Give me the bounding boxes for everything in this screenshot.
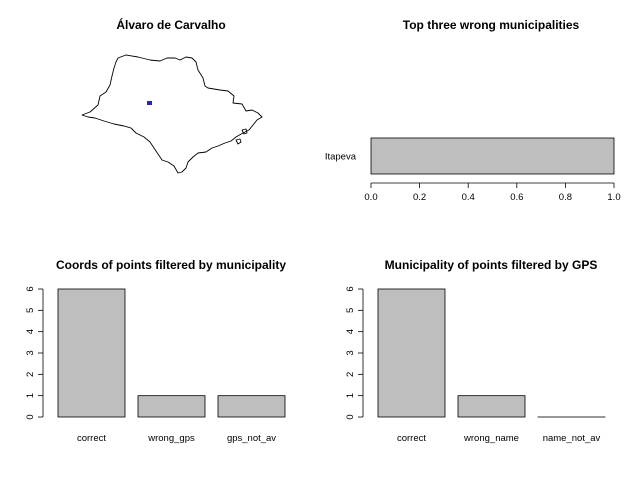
map-panel: Álvaro de Carvalho bbox=[81, 17, 263, 174]
y-tick-label: 4 bbox=[345, 329, 356, 334]
x-tick-label: 0.6 bbox=[510, 192, 523, 203]
x-tick-label: 0.4 bbox=[462, 192, 475, 203]
category-label: gps_not_av bbox=[227, 433, 276, 444]
coords-filtered-panel: Coords of points filtered by municipalit… bbox=[25, 258, 286, 444]
y-tick-label: 5 bbox=[345, 308, 356, 313]
category-label: wrong_gps bbox=[147, 433, 195, 444]
chart2-x-axis: 0.0 0.2 0.4 0.6 0.8 1.0 bbox=[364, 182, 621, 203]
bar-gps-not-av bbox=[217, 395, 286, 418]
x-tick-label: 0.0 bbox=[364, 192, 377, 203]
wrong-municipalities-panel: Top three wrong municipalities Itapeva 0… bbox=[325, 18, 621, 203]
chart4-y-axis: 0 1 2 3 4 5 6 bbox=[345, 286, 364, 420]
category-label: Itapeva bbox=[325, 152, 357, 163]
x-tick-label: 1.0 bbox=[607, 192, 620, 203]
category-label: correct bbox=[397, 433, 426, 444]
category-label: correct bbox=[77, 433, 106, 444]
gps-filtered-panel: Municipality of points filtered by GPS c… bbox=[345, 258, 606, 444]
bar-wrong-gps bbox=[137, 395, 206, 418]
chart3-title: Coords of points filtered by municipalit… bbox=[56, 258, 286, 272]
chart4-title: Municipality of points filtered by GPS bbox=[385, 258, 598, 272]
category-label: name_not_av bbox=[543, 433, 601, 444]
coastal-island-outline bbox=[241, 128, 248, 135]
y-tick-label: 1 bbox=[345, 393, 356, 398]
bar-itapeva bbox=[370, 137, 615, 175]
chart3-bars: correct wrong_gps gps_not_av bbox=[57, 288, 286, 444]
map-title: Álvaro de Carvalho bbox=[116, 17, 225, 32]
bar-correct bbox=[57, 288, 126, 418]
coastal-island-outline bbox=[235, 138, 242, 145]
bar-wrong-name bbox=[457, 395, 526, 418]
chart2-title: Top three wrong municipalities bbox=[403, 18, 580, 32]
y-tick-label: 4 bbox=[25, 329, 36, 334]
y-tick-label: 1 bbox=[25, 393, 36, 398]
y-tick-label: 6 bbox=[25, 286, 36, 291]
state-outline bbox=[81, 54, 263, 174]
chart4-bars: correct wrong_name name_not_av bbox=[377, 288, 606, 444]
y-tick-label: 0 bbox=[345, 414, 356, 419]
y-tick-label: 3 bbox=[345, 350, 356, 355]
category-label: wrong_name bbox=[463, 433, 519, 444]
bar-correct bbox=[377, 288, 446, 418]
y-tick-label: 2 bbox=[25, 372, 36, 377]
y-tick-label: 2 bbox=[345, 372, 356, 377]
chart2-bars: Itapeva bbox=[325, 137, 615, 175]
municipality-marker bbox=[147, 101, 152, 105]
x-tick-label: 0.8 bbox=[559, 192, 572, 203]
y-tick-label: 3 bbox=[25, 350, 36, 355]
x-tick-label: 0.2 bbox=[413, 192, 426, 203]
y-tick-label: 0 bbox=[25, 414, 36, 419]
y-tick-label: 6 bbox=[345, 286, 356, 291]
chart3-y-axis: 0 1 2 3 4 5 6 bbox=[25, 286, 44, 420]
y-tick-label: 5 bbox=[25, 308, 36, 313]
